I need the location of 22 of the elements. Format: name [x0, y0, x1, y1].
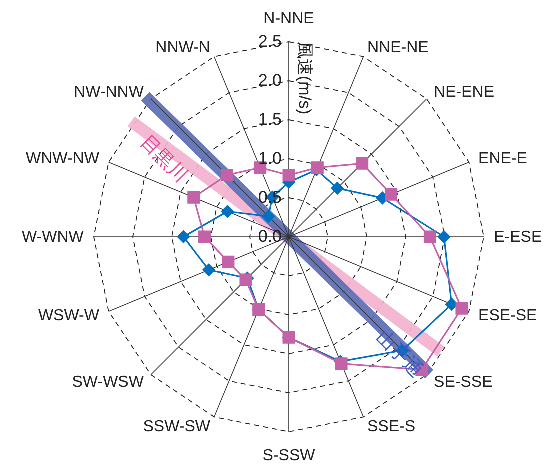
- spoke-label: NNE-NE: [368, 39, 429, 56]
- spoke-label: WSW-W: [38, 308, 100, 325]
- spoke-label: SW-WSW: [72, 374, 145, 392]
- y-tick-label: 2.5: [258, 32, 282, 51]
- spoke-label: SSE-S: [368, 418, 416, 436]
- y-tick-label: 2.0: [258, 71, 282, 90]
- spoke-label: W-WNW: [22, 229, 85, 246]
- text: 山手通: [372, 326, 427, 382]
- text: 目黒川: [136, 132, 192, 187]
- spoke-label: NW-NNW: [74, 84, 145, 101]
- spoke-label: WNW-NW: [26, 150, 100, 168]
- spoke-label: NE-ENE: [434, 84, 495, 101]
- spoke-label: ENE-E: [478, 150, 528, 168]
- spoke-label: ESE-SE: [478, 308, 538, 325]
- spoke-label: N-NNE: [264, 10, 314, 28]
- spoke-label: S-SSW: [262, 447, 316, 464]
- spoke-label: E-ESE: [494, 229, 542, 246]
- spoke-label: NNW-N: [156, 39, 210, 56]
- text: 風速(m/s): [296, 42, 315, 115]
- y-tick-label: 1.5: [258, 110, 282, 129]
- spoke-label: SSW-SW: [143, 418, 212, 436]
- spoke-label: SE-SSE: [434, 374, 493, 392]
